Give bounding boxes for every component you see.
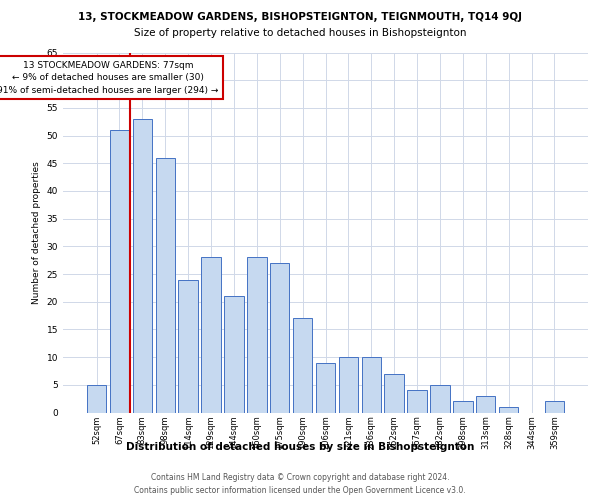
Bar — [155, 158, 175, 412]
Text: Distribution of detached houses by size in Bishopsteignton: Distribution of detached houses by size … — [126, 442, 474, 452]
Bar — [202, 258, 221, 412]
Text: Contains HM Land Registry data © Crown copyright and database right 2024.: Contains HM Land Registry data © Crown c… — [151, 472, 449, 482]
Bar — [224, 296, 244, 412]
Bar — [476, 396, 496, 412]
Bar — [87, 385, 106, 412]
Bar — [499, 407, 518, 412]
Bar — [270, 263, 289, 412]
Bar — [385, 374, 404, 412]
Bar — [338, 357, 358, 412]
Bar — [362, 357, 381, 412]
Bar — [133, 119, 152, 412]
Text: 13, STOCKMEADOW GARDENS, BISHOPSTEIGNTON, TEIGNMOUTH, TQ14 9QJ: 13, STOCKMEADOW GARDENS, BISHOPSTEIGNTON… — [78, 12, 522, 22]
Text: Size of property relative to detached houses in Bishopsteignton: Size of property relative to detached ho… — [134, 28, 466, 38]
Bar — [430, 385, 449, 412]
Text: 13 STOCKMEADOW GARDENS: 77sqm
← 9% of detached houses are smaller (30)
91% of se: 13 STOCKMEADOW GARDENS: 77sqm ← 9% of de… — [0, 61, 219, 95]
Bar — [453, 402, 473, 412]
Bar — [110, 130, 129, 412]
Bar — [247, 258, 266, 412]
Bar — [293, 318, 313, 412]
Text: Contains public sector information licensed under the Open Government Licence v3: Contains public sector information licen… — [134, 486, 466, 495]
Y-axis label: Number of detached properties: Number of detached properties — [32, 161, 41, 304]
Bar — [545, 402, 564, 412]
Bar — [316, 362, 335, 412]
Bar — [407, 390, 427, 412]
Bar — [178, 280, 198, 412]
